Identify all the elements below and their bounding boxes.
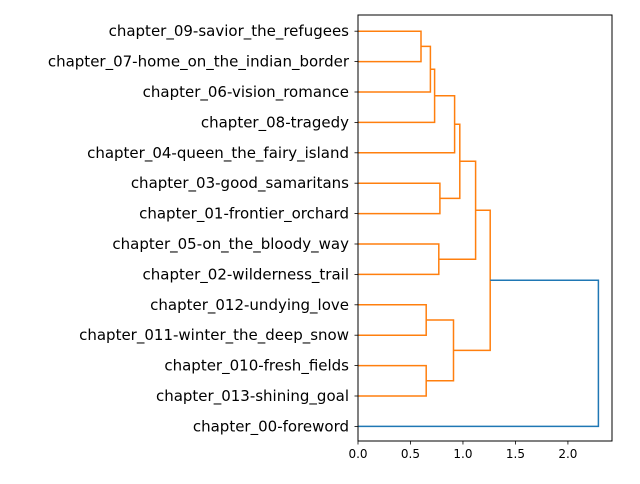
link-n13 <box>358 279 600 428</box>
dendrogram-links <box>358 30 600 428</box>
link-n12 <box>453 209 491 352</box>
leaf-label: chapter_04-queen_the_fairy_island <box>87 144 349 163</box>
x-axis-ticks: 0.0 0.5 1.0 1.5 2.0 <box>348 441 577 461</box>
x-tick-label: 1.0 <box>453 447 472 461</box>
link-n9 <box>358 304 427 336</box>
link-n1 <box>358 30 422 63</box>
link-n6 <box>439 123 461 200</box>
leaf-label: chapter_010-fresh_fields <box>164 357 349 376</box>
x-tick-label: 0.0 <box>348 447 367 461</box>
leaf-label: chapter_011-winter_the_deep_snow <box>79 326 349 345</box>
leaf-label: chapter_08-tragedy <box>201 113 349 132</box>
leaf-labels: chapter_09-savior_the_refugees chapter_07… <box>48 22 358 436</box>
plot-frame <box>357 14 613 442</box>
leaf-label: chapter_02-wilderness_trail <box>143 265 349 284</box>
leaf-label: chapter_01-frontier_orchard <box>139 205 349 224</box>
x-tick-label: 1.5 <box>506 447 525 461</box>
link-n7 <box>358 243 440 276</box>
leaf-label: chapter_00-foreword <box>193 417 349 436</box>
link-n2 <box>358 45 432 93</box>
leaf-label: chapter_03-good_samaritans <box>131 174 349 193</box>
link-n11 <box>426 319 455 382</box>
link-n10 <box>358 364 427 397</box>
link-n8 <box>438 160 477 260</box>
leaf-label: chapter_09-savior_the_refugees <box>109 22 350 41</box>
leaf-label: chapter_07-home_on_the_indian_border <box>48 53 350 72</box>
x-tick-label: 2.0 <box>558 447 577 461</box>
leaf-label: chapter_013-shining_goal <box>156 387 349 406</box>
link-n3 <box>358 68 436 124</box>
leaf-label: chapter_06-vision_romance <box>143 83 349 102</box>
x-tick-label: 0.5 <box>401 447 420 461</box>
leaf-label: chapter_05-on_the_bloody_way <box>112 235 349 254</box>
leaf-label: chapter_012-undying_love <box>150 296 349 315</box>
link-n5 <box>358 182 441 215</box>
link-n4 <box>358 95 456 154</box>
